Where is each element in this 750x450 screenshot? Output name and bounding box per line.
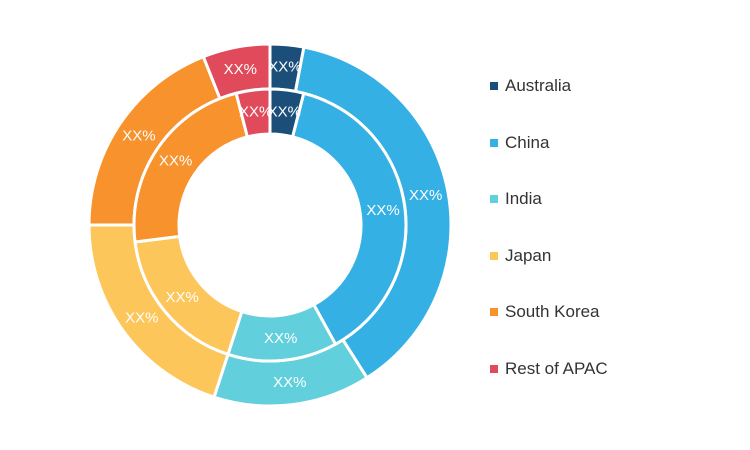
legend-swatch [490, 138, 498, 147]
inner-ring [132, 87, 408, 363]
legend-swatch [490, 195, 498, 203]
slice-labels: XX%XX%XX%XX%XX%XX%XX%XX%XX%XX%XX%XX% [122, 59, 442, 391]
outer-ring [87, 42, 453, 408]
inner-slice-label-china: XX% [366, 202, 399, 219]
legend-label: Australia [505, 76, 572, 95]
legend-label: Japan [505, 245, 552, 265]
inner-slice-china [291, 91, 408, 346]
legend-label: China [505, 132, 550, 152]
outer-slice-label-australia: XX% [268, 59, 301, 76]
chart-legend: Australia China India Japan South Korea Rest … [490, 75, 608, 414]
legend-item: Rest of APAC [490, 358, 608, 380]
legend-swatch [490, 308, 498, 316]
legend-swatch [490, 364, 498, 373]
legend-label: Rest of APAC [505, 358, 608, 378]
inner-slice-label-japan: XX% [165, 289, 198, 306]
outer-slice-label-rest-of-apac: XX% [224, 61, 257, 78]
outer-slice-label-japan: XX% [125, 310, 158, 327]
legend-item: South Korea [490, 301, 608, 323]
inner-slice-label-south-korea: XX% [159, 152, 192, 169]
legend-item: China [490, 132, 608, 154]
legend-item: India [490, 188, 608, 210]
inner-slice-rest-of-apac [234, 87, 272, 139]
outer-slice-label-india: XX% [273, 374, 306, 391]
outer-slice-label-china: XX% [409, 187, 442, 204]
legend-item: Japan [490, 245, 608, 267]
inner-slice-label-rest-of-apac: XX% [239, 103, 272, 120]
outer-slice-label-south-korea: XX% [122, 127, 155, 144]
legend-label: South Korea [505, 302, 600, 321]
inner-slice-label-india: XX% [264, 330, 297, 347]
legend-label: India [505, 189, 542, 208]
legend-swatch [490, 82, 498, 90]
inner-slice-label-australia: XX% [268, 103, 301, 120]
legend-swatch [490, 251, 498, 260]
legend-item: Australia [490, 75, 608, 97]
